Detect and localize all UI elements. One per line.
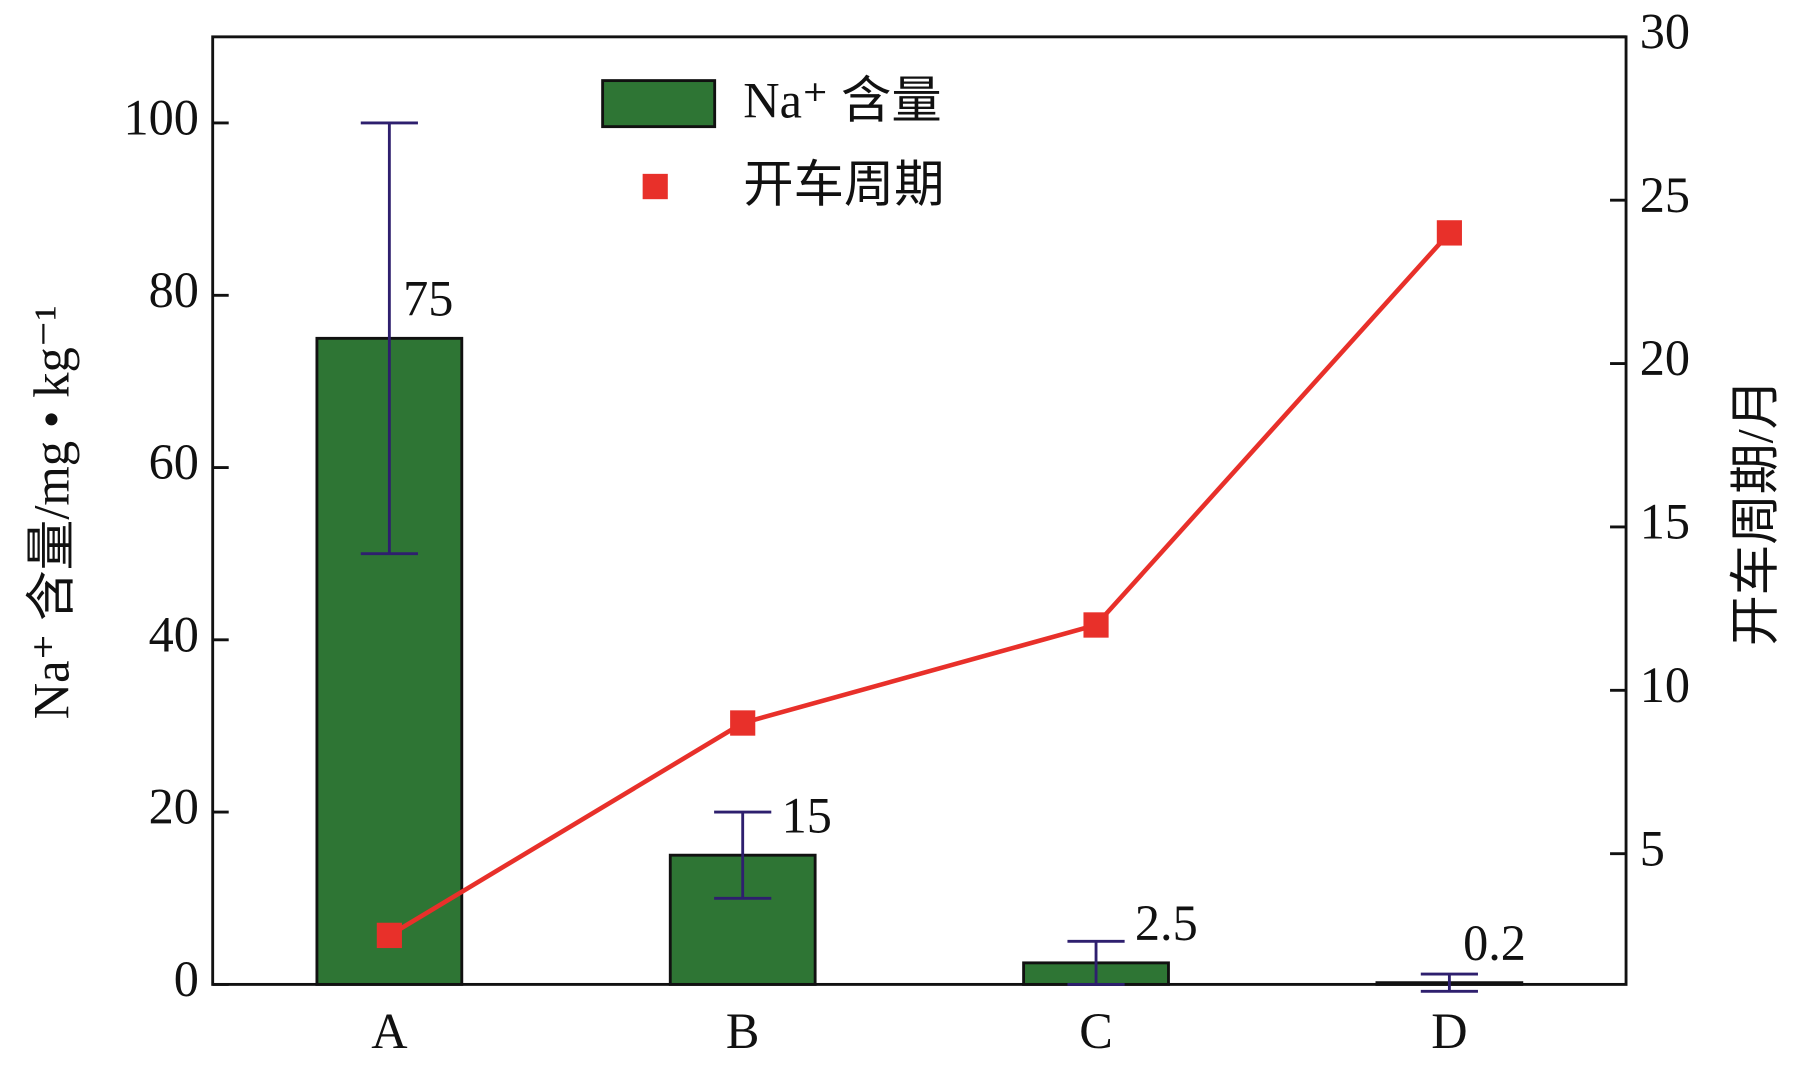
x-tick-label: C	[1079, 1003, 1113, 1059]
value-label: 15	[782, 787, 832, 843]
y-tick-label: 100	[124, 89, 199, 145]
line-marker	[730, 710, 756, 736]
y2-tick-label: 20	[1640, 330, 1690, 386]
y-tick-label: 20	[149, 779, 199, 835]
error-bar	[1420, 972, 1478, 993]
y-tick-label: 60	[149, 434, 199, 490]
x-tick-label: A	[371, 1003, 408, 1059]
legend-label: 开车周期	[743, 156, 944, 212]
legend-label: Na⁺ 含量	[743, 72, 941, 128]
plot-frame	[211, 35, 1628, 986]
y-tick-label: 40	[149, 606, 199, 662]
y-axis-label: Na⁺ 含量/mg • kg⁻¹	[24, 305, 80, 719]
error-bar	[360, 121, 418, 556]
line	[388, 231, 1452, 938]
legend-marker	[642, 173, 668, 200]
x-tick-label: D	[1431, 1003, 1467, 1059]
error-bar	[714, 810, 772, 900]
value-label: 2.5	[1135, 895, 1198, 951]
value-label: 0.2	[1463, 915, 1526, 971]
y2-tick-label: 30	[1640, 3, 1690, 59]
value-label: 75	[403, 270, 453, 326]
y2-axis-label: 开车周期/月	[1728, 379, 1784, 646]
y-tick-label: 0	[174, 951, 199, 1007]
line-marker	[1436, 220, 1462, 246]
line-marker	[376, 922, 402, 949]
y2-tick-label: 25	[1640, 167, 1690, 223]
y2-tick-label: 10	[1640, 657, 1690, 713]
y2-tick-label: 5	[1640, 820, 1665, 876]
line-marker	[1083, 612, 1109, 638]
x-tick-label: B	[726, 1003, 760, 1059]
y-tick-label: 80	[149, 262, 199, 318]
error-bar	[1067, 939, 1125, 986]
legend-swatch	[601, 79, 717, 129]
y2-tick-label: 15	[1640, 493, 1690, 549]
